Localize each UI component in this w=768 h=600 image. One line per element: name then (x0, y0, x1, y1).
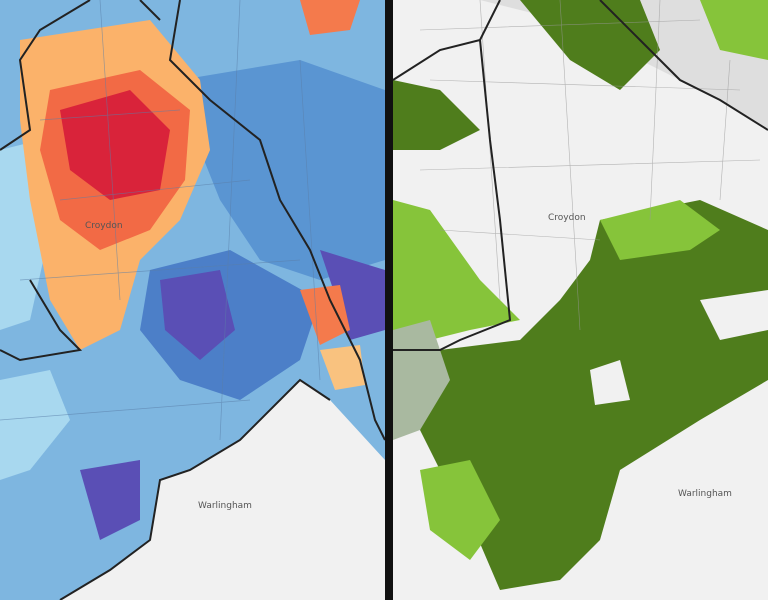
indigo-area (80, 460, 140, 540)
indigo-area (160, 270, 235, 360)
orange-patch (300, 0, 360, 35)
boundary-lines (0, 0, 321, 441)
gray-area (393, 0, 768, 130)
boundary-lines (419, 0, 761, 331)
gap-area (590, 360, 630, 405)
left-panel: Croydon Warlingham (0, 0, 386, 600)
light-blue-area (0, 370, 70, 480)
light-green-area (393, 200, 520, 360)
borough-border (0, 0, 386, 600)
orange-patch (320, 345, 365, 390)
place-label: Croydon (548, 213, 586, 223)
place-label: Warlingham (678, 489, 732, 499)
light-green-area (700, 0, 768, 60)
light-green-area (600, 200, 720, 260)
orange-patch (300, 285, 350, 345)
light-green-area (420, 460, 500, 560)
place-label: Warlingham (198, 501, 252, 511)
place-label: Croydon (85, 221, 123, 231)
gap-area (700, 290, 768, 340)
indigo-area (320, 250, 385, 340)
mid-blue-area (180, 60, 385, 280)
red-core (60, 90, 170, 200)
divider (385, 0, 393, 600)
dark-green-area (393, 80, 480, 150)
borough-border (392, 0, 768, 351)
right-panel: Croydon Warlingham (392, 0, 768, 600)
